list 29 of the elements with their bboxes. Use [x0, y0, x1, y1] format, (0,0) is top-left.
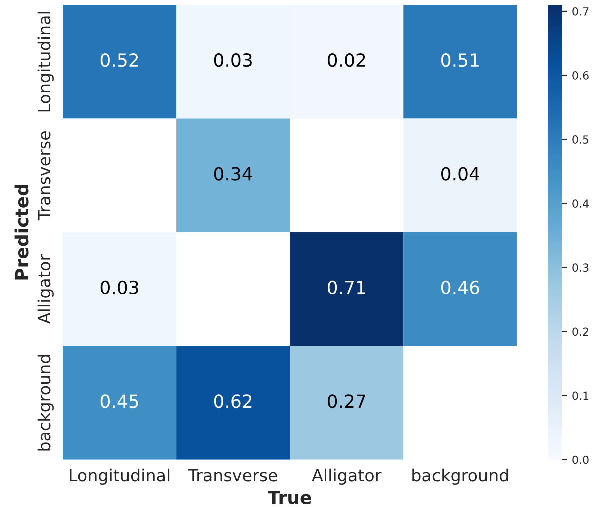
x-tick-label: Transverse	[188, 469, 278, 482]
data-label: 0.62	[214, 394, 252, 408]
x-tick-label: Longitudinal	[70, 468, 170, 486]
y-axis-title: Predicted	[14, 184, 29, 280]
data-label: 0.27	[328, 394, 366, 408]
x-tick-label: background	[412, 468, 508, 486]
color-bar-label: 0.0	[572, 456, 589, 464]
data-label: 0.46	[442, 280, 480, 295]
data-label: 0.34	[214, 167, 252, 181]
data-label: 0.02	[328, 54, 366, 68]
y-tick-label: Alligator	[38, 254, 54, 324]
color-bar-label: 0.2	[572, 328, 588, 336]
data-label: 0.03	[214, 54, 252, 68]
data-label: 0.03	[100, 280, 138, 295]
y-tick-label: Transverse	[38, 132, 51, 221]
data-label: 0.45	[100, 394, 138, 408]
color-bar-label: 0.6	[572, 72, 589, 80]
color-bar-label: 0.5	[572, 136, 589, 144]
color-bar-label: 0.1	[572, 392, 589, 400]
data-label: 0.71	[328, 280, 366, 295]
color-bar-label: 0.7	[572, 7, 589, 16]
data-label: 0.51	[442, 54, 479, 68]
data-label: 0.52	[100, 54, 138, 68]
data-label: 0.04	[442, 167, 480, 181]
color-bar-label: 0.4	[572, 200, 589, 208]
x-tick-label: Alligator	[312, 468, 382, 486]
x-axis-title: True	[268, 491, 312, 505]
color-bar-label: 0.3	[572, 264, 589, 272]
y-tick-label: Longitudinal	[38, 12, 54, 112]
